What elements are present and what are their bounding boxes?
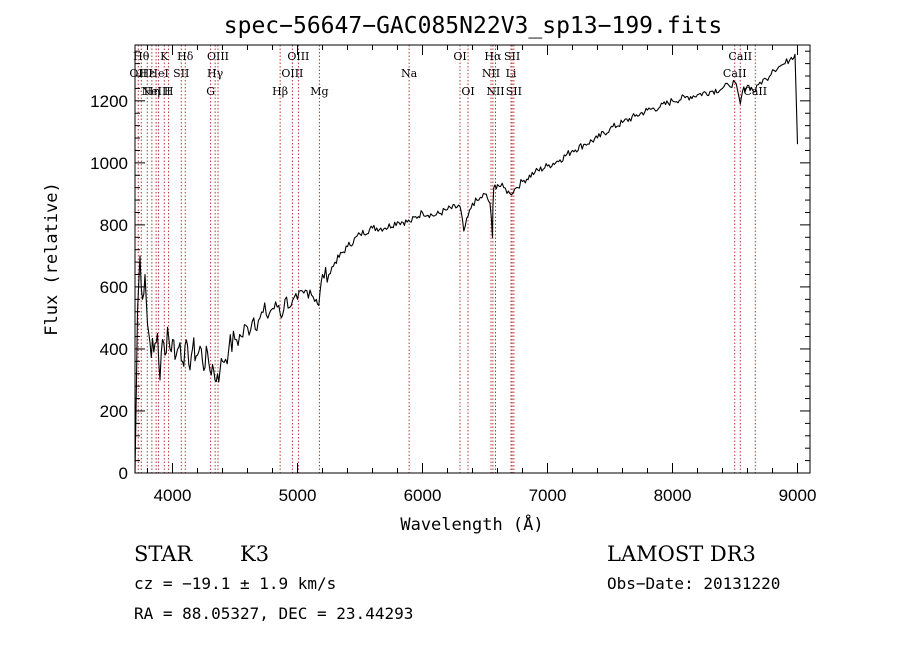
x-tick-label: 8000 [654,486,692,505]
line-label: Hη [144,85,160,98]
x-tick-label: 4000 [154,486,192,505]
line-label: Na [401,67,418,80]
line-label: G [206,85,215,98]
y-tick-label: 0 [119,464,128,483]
ra-dec: RA = 88.05327, DEC = 23.44293 [134,604,413,623]
line-label: HeI [148,67,168,80]
line-label: CaII [728,50,752,63]
spectral-line-markers [137,45,756,473]
y-tick-label: 400 [100,340,128,359]
survey-name: LAMOST DR3 [607,542,756,566]
line-label: Hθ [133,50,150,63]
x-tick-label: 7000 [529,486,567,505]
line-label: OIII [287,50,309,63]
spectrum-curve [134,53,799,474]
line-label: H [164,85,174,98]
y-tick-label: 800 [100,216,128,235]
plot-frame [134,44,811,474]
line-label: OI [453,50,466,63]
line-label: Hα [484,50,502,63]
x-axis: 4000 5000 6000 7000 8000 9000 [147,45,817,505]
y-axis-label: Flux (relative) [42,182,62,336]
line-label: Mg [310,85,328,98]
x-axis-label: Wavelength (Å) [400,513,543,535]
line-label: NII [486,85,504,98]
x-tick-label: 6000 [404,486,442,505]
line-label: Hε [140,67,156,80]
line-label: OIII [207,50,229,63]
chart-title: spec−56647−GAC085N22V3_sp13−199.fits [224,13,723,39]
obs-date: Obs−Date: 20131220 [607,574,780,593]
x-tick-label: 9000 [779,486,817,505]
redshift-cz: cz = −19.1 ± 1.9 km/s [134,574,336,593]
y-tick-label: 1000 [90,154,128,173]
line-label: Hδ [177,50,194,63]
y-tick-label: 1200 [90,92,128,111]
line-label: OI [461,85,474,98]
y-tick-label: 600 [100,278,128,297]
object-class: STAR [134,542,193,566]
line-label: Hγ [207,67,224,80]
line-label: Hβ [272,85,288,98]
line-label: K [160,50,169,63]
line-label: OIII [281,67,303,80]
line-label: CaII [723,67,747,80]
object-subclass: K3 [240,542,269,566]
line-label: NeIII [142,85,171,98]
line-label: SII [504,50,520,63]
line-label: SII [173,67,189,80]
y-axis: 0 200 400 600 800 1000 1200 [90,50,810,483]
line-label: Li [506,67,517,80]
line-label: SII [506,85,522,98]
y-tick-label: 200 [100,402,128,421]
line-label: OII [129,67,147,80]
x-tick-label: 5000 [279,486,317,505]
line-label: NII [482,67,500,80]
